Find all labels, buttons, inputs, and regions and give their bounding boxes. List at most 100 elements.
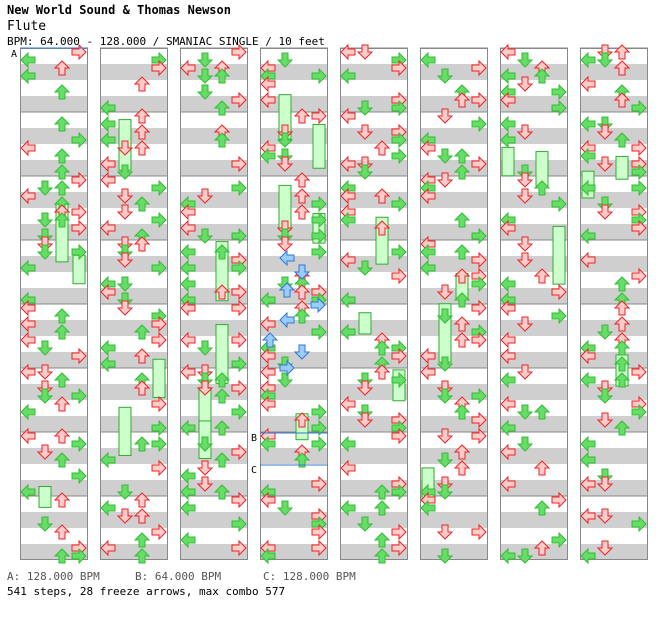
eighth-step-arrow <box>100 339 116 357</box>
beat-band <box>420 288 488 304</box>
quarter-step-arrow <box>231 443 247 461</box>
quarter-step-arrow <box>471 427 487 445</box>
quarter-step-arrow <box>391 267 407 285</box>
quarter-step-arrow <box>613 60 631 76</box>
eighth-step-arrow <box>53 116 71 132</box>
quarter-step-arrow <box>436 108 454 124</box>
eighth-step-arrow <box>36 340 54 356</box>
bpm-legend-b: B: 64.000 BPM <box>135 570 222 583</box>
eighth-step-arrow <box>311 323 327 341</box>
beat-band <box>580 480 648 496</box>
quarter-step-arrow <box>260 395 276 413</box>
beat-band <box>100 448 168 464</box>
quarter-step-arrow <box>471 59 487 77</box>
eighth-step-arrow <box>373 484 391 500</box>
eighth-step-arrow <box>231 179 247 197</box>
quarter-step-arrow <box>391 427 407 445</box>
eighth-step-arrow <box>276 372 294 388</box>
eighth-step-arrow <box>116 164 134 180</box>
quarter-step-arrow <box>580 75 596 93</box>
eighth-step-arrow <box>260 291 276 309</box>
freeze-arrow-body <box>501 146 515 177</box>
quarter-step-arrow <box>293 204 311 220</box>
eighth-step-arrow <box>213 452 231 468</box>
quarter-step-arrow <box>631 219 647 237</box>
beat-band <box>180 544 248 560</box>
eighth-step-arrow <box>180 531 196 549</box>
eighth-step-arrow <box>533 404 551 420</box>
eighth-step-arrow <box>471 227 487 245</box>
quarter-step-arrow <box>500 395 516 413</box>
eighth-step-arrow <box>180 275 196 293</box>
eighth-step-arrow <box>533 180 551 196</box>
eighth-step-arrow <box>116 276 134 292</box>
beat-band <box>340 384 408 400</box>
eighth-step-arrow <box>453 164 471 180</box>
eighth-step-arrow <box>613 420 631 436</box>
quarter-step-arrow <box>533 268 551 284</box>
beat-band <box>100 352 168 368</box>
quarter-step-arrow <box>260 347 276 365</box>
quarter-step-arrow <box>151 331 167 349</box>
quarter-step-arrow <box>151 315 167 333</box>
chart-column <box>580 44 648 565</box>
bpm-legend-a: A: 128.000 BPM <box>7 570 100 583</box>
eighth-step-arrow <box>311 211 327 229</box>
quarter-step-arrow <box>231 331 247 349</box>
eighth-step-arrow <box>151 435 167 453</box>
quarter-step-arrow <box>151 59 167 77</box>
beat-band <box>20 224 88 240</box>
eighth-step-arrow <box>580 51 596 69</box>
eighth-step-arrow <box>580 227 596 245</box>
eighth-step-arrow <box>36 244 54 260</box>
quarter-step-arrow <box>340 459 356 477</box>
quarter-step-arrow <box>293 108 311 124</box>
eighth-step-arrow <box>340 435 356 453</box>
column-border <box>260 48 328 560</box>
quarter-step-arrow <box>53 524 71 540</box>
eighth-step-arrow <box>180 259 196 277</box>
eighth-step-arrow <box>276 52 294 68</box>
beat-band <box>500 480 568 496</box>
quarter-step-arrow <box>471 91 487 109</box>
quarter-step-arrow <box>20 427 36 445</box>
eighth-step-arrow <box>293 452 311 468</box>
quarter-step-arrow <box>231 539 247 557</box>
eighth-step-arrow <box>53 164 71 180</box>
quarter-step-arrow <box>453 460 471 476</box>
chart-column <box>20 43 88 565</box>
eighth-step-arrow <box>213 372 231 388</box>
beat-band <box>340 224 408 240</box>
beat-band <box>420 384 488 400</box>
quarter-step-arrow <box>133 492 151 508</box>
quarter-step-arrow <box>133 108 151 124</box>
sixteenth-step-arrow <box>279 359 295 377</box>
beat-band <box>260 320 328 336</box>
beat-band <box>420 480 488 496</box>
beat-band <box>500 128 568 144</box>
quarter-step-arrow <box>373 364 391 380</box>
eighth-step-arrow <box>53 212 71 228</box>
beat-band <box>20 288 88 304</box>
eighth-step-arrow <box>500 371 516 389</box>
eighth-step-arrow <box>260 435 276 453</box>
eighth-step-arrow <box>53 324 71 340</box>
quarter-step-arrow <box>36 444 54 460</box>
eighth-step-arrow <box>20 67 36 85</box>
beat-band <box>260 128 328 144</box>
beat-band <box>100 256 168 272</box>
eighth-step-arrow <box>151 211 167 229</box>
eighth-step-arrow <box>20 483 36 501</box>
eighth-step-arrow <box>180 483 196 501</box>
eighth-step-arrow <box>100 499 116 517</box>
quarter-step-arrow <box>373 220 391 236</box>
quarter-step-arrow <box>453 316 471 332</box>
quarter-step-arrow <box>180 219 196 237</box>
beat-band <box>100 64 168 80</box>
quarter-step-arrow <box>356 412 374 428</box>
column-border <box>420 48 488 560</box>
eighth-step-arrow <box>551 195 567 213</box>
beat-band <box>420 512 488 528</box>
column-border <box>500 48 568 560</box>
eighth-step-arrow <box>471 275 487 293</box>
